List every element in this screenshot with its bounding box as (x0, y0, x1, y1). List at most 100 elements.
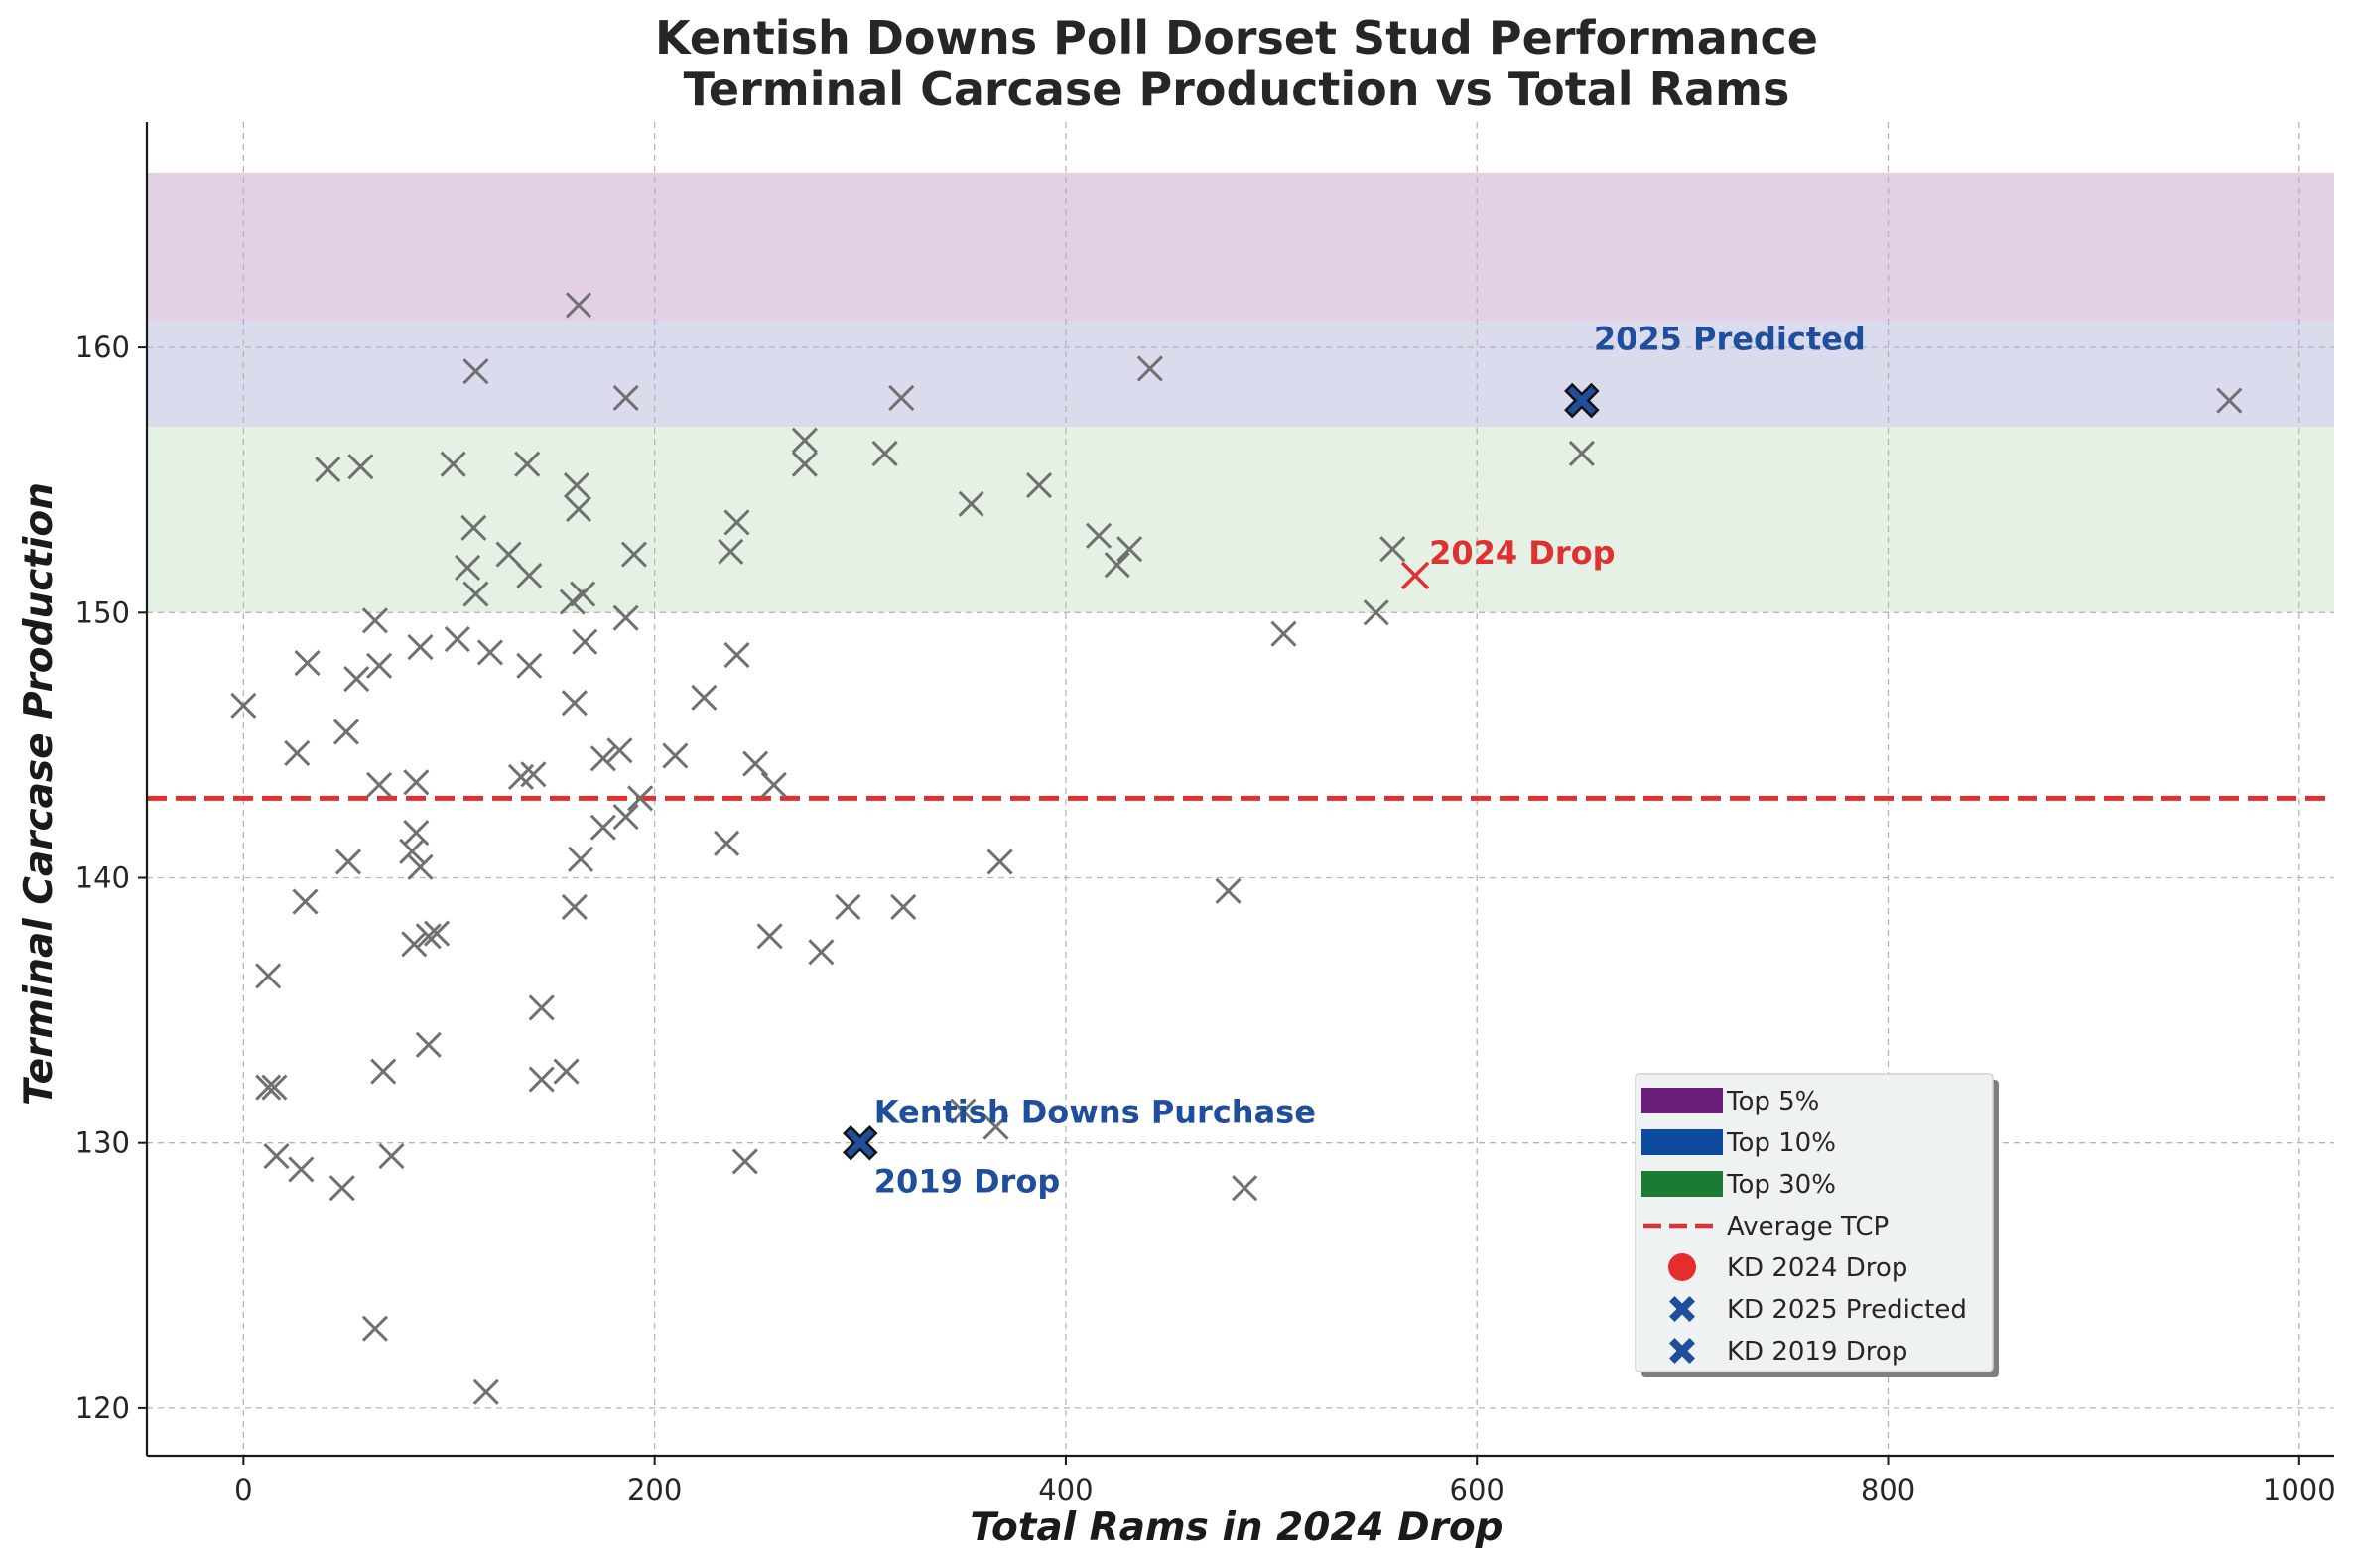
stud-point-stroke-b (407, 633, 434, 661)
stud-point-stroke-b (399, 838, 426, 864)
legend-label-top-30-: Top 30% (1726, 1170, 1836, 1200)
x-axis-label: Total Rams in 2024 Drop (970, 1505, 1503, 1550)
stud-point-stroke-b (288, 1156, 315, 1183)
stud-point-stroke-b (589, 814, 616, 841)
stud-point-stroke-b (528, 994, 555, 1021)
ticks: 0 200 400 600 800 1000 120 130 140 150 160 (75, 330, 2336, 1506)
stud-point (627, 785, 654, 812)
stud-point (890, 893, 917, 920)
stud-point-stroke-b (1116, 536, 1143, 563)
annotation-2025-predicted: 2025 Predicted (1594, 321, 1866, 358)
legend: Top 5% Top 10% Top 30% Average TCP KD 2024 D… (1635, 1073, 1999, 1377)
stud-point-stroke-b (361, 1315, 388, 1342)
x-tick-label: 200 (627, 1473, 682, 1506)
stud-point-stroke-b (315, 456, 341, 483)
stud-point (662, 742, 689, 769)
stud-point (791, 451, 818, 477)
stud-point-stroke-b (958, 490, 984, 517)
stud-point (723, 642, 750, 669)
stud-point-stroke-b (444, 625, 470, 653)
stud-point-stroke-b (462, 358, 489, 385)
stud-point (528, 994, 555, 1021)
stud-point (731, 1148, 758, 1175)
stud-point (1104, 552, 1130, 579)
stud-point-stroke-b (627, 785, 654, 812)
stud-point (791, 427, 818, 454)
stud-point-stroke-b (440, 451, 466, 477)
highlight-point-2025-predicted (1564, 382, 1600, 419)
legend-box (1635, 1073, 1994, 1372)
stud-point-stroke-b (568, 846, 594, 872)
stud-point (950, 1098, 977, 1124)
stud-point (760, 771, 787, 799)
stud-point-stroke-b (528, 1066, 555, 1093)
stud-point-stroke-b (1136, 355, 1163, 382)
axes (145, 122, 2334, 1458)
stud-point (516, 652, 543, 679)
stud-point (255, 963, 282, 989)
stud-point-stroke-b (563, 471, 589, 499)
stud-point (1363, 599, 1389, 626)
x-tick-label: 600 (1450, 1473, 1505, 1506)
grid (147, 122, 2334, 1456)
stud-point-stroke-b (731, 1148, 758, 1175)
highlight-points: 2024 Drop 2025 Predicted Kentish Downs Pur… (843, 321, 1866, 1201)
stud-point-stroke-b (1086, 522, 1113, 549)
legend-swatch-kd-2019-drop (1669, 1338, 1695, 1364)
stud-point-stroke-b (347, 454, 374, 480)
stud-point (332, 719, 359, 745)
band-top-30- (147, 427, 2334, 613)
stud-point (1270, 620, 1297, 647)
stud-point (407, 633, 434, 661)
stud-point (756, 923, 783, 950)
stud-point (455, 554, 481, 581)
stud-point-stroke-b (403, 769, 430, 796)
annotation-2019-drop: 2019 Drop (874, 1163, 1060, 1201)
stud-point (334, 849, 362, 875)
stud-point-stroke-b (723, 642, 750, 669)
stud-point-stroke-b (255, 963, 282, 989)
stud-point-stroke-b (791, 427, 818, 454)
stud-point-stroke-b (401, 931, 428, 958)
chart-subtitle: Terminal Carcase Production vs Total Ram… (684, 63, 1790, 116)
stud-point-stroke-b (415, 1031, 442, 1058)
stud-point-stroke-b (553, 1058, 580, 1085)
stud-point (347, 454, 374, 480)
stud-point-stroke-b (332, 719, 359, 745)
stud-point-stroke-b (403, 820, 430, 847)
stud-point-stroke-b (476, 639, 503, 666)
stud-point-stroke-b (263, 1143, 290, 1170)
stud-point (343, 666, 370, 693)
y-axis-label: Terminal Carcase Production (17, 482, 62, 1106)
stud-point-stroke-b (691, 684, 718, 711)
legend-label-kd-2024-drop: KD 2024 Drop (1727, 1253, 1907, 1283)
stud-point-stroke-b (424, 920, 451, 947)
annotation-2024-drop: 2024 Drop (1429, 534, 1615, 572)
stud-point (261, 1074, 288, 1101)
stud-point (691, 684, 718, 711)
legend-swatch-kd-2024-drop (1668, 1253, 1696, 1281)
stud-point-stroke-b (565, 496, 592, 523)
stud-point-stroke-b (1232, 1175, 1258, 1202)
highlight-point-2024-drop (1400, 561, 1430, 590)
stud-point (982, 1113, 1009, 1140)
stud-point (292, 888, 319, 915)
stud-point (366, 771, 393, 799)
stud-point-stroke-b (982, 1113, 1009, 1140)
performance-bands (147, 172, 2334, 613)
stud-point (561, 690, 588, 717)
legend-swatch-top-30- (1641, 1171, 1723, 1197)
stud-point (294, 650, 321, 677)
stud-point (378, 1143, 405, 1170)
stud-point (559, 588, 586, 615)
legend-swatch-top-5- (1641, 1088, 1723, 1113)
stud-point-stroke-b (284, 739, 311, 766)
stud-point (415, 1031, 442, 1058)
data-points (230, 292, 2243, 1405)
stud-point (589, 814, 616, 841)
stud-point-stroke-b (334, 849, 362, 875)
stud-point (2216, 387, 2243, 414)
stud-point-stroke-b (370, 1058, 397, 1085)
stud-point (520, 761, 547, 788)
